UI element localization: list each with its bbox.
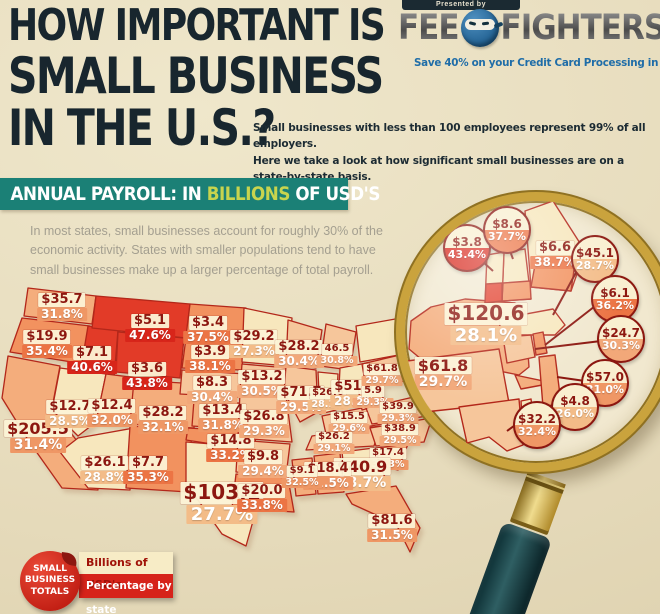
magnifier-labels: $120.6 28.1% $6.6 38.7% $61.8 29.7% $3.8 43.4% $… — [405, 201, 660, 463]
magnifier-lens: $120.6 28.1% $6.6 38.7% $61.8 29.7% $3.8 43.4% $… — [405, 201, 660, 463]
legend-percentage-label: Percentage by state — [79, 574, 173, 614]
ninja-eye-right — [481, 21, 489, 26]
state-value: $61.8 — [414, 357, 472, 374]
logo-text-fee: FEE — [398, 7, 460, 49]
feefighters-logo[interactable]: FEE FIGHTERS — [398, 7, 660, 49]
bubble-percent: 37.7% — [487, 229, 527, 243]
state-shape-AL — [313, 452, 345, 495]
mag-shape-long-island — [514, 374, 554, 390]
small-business-totals-badge: SMALL BUSINESS TOTALS — [20, 551, 80, 611]
state-label-NY: $120.6 28.1% — [444, 302, 528, 345]
bubble-value: $24.7 — [602, 325, 640, 340]
title-line-2: SMALL BUSINESS — [8, 47, 384, 105]
state-value: $120.6 — [444, 302, 528, 325]
bubble-value: $32.2 — [518, 411, 556, 426]
banner-part1: ANNUAL PAYROLL: IN — [10, 183, 207, 205]
mag-shape-MD — [458, 398, 524, 452]
state-shape-LA — [231, 473, 295, 513]
state-percent: 38.7% — [530, 256, 580, 269]
intro-paragraph: In most states, small businesses account… — [30, 224, 383, 277]
page-title: HOW IMPORTANT IS SMALL BUSINESS IN THE U… — [8, 0, 467, 157]
ninja-eye-left — [468, 21, 476, 26]
state-shape-NM — [125, 425, 193, 493]
bubble-value: $45.1 — [576, 245, 614, 260]
bubble-value: $57.0 — [586, 369, 624, 384]
state-shape-AR — [235, 439, 291, 477]
state-shape-MO — [237, 391, 293, 443]
mag-shape-VT-band — [484, 282, 503, 304]
bubble-percent: 31.0% — [585, 382, 625, 396]
bubble-value: $6.1 — [600, 285, 630, 300]
state-shape-IN — [317, 371, 339, 415]
bubble-percent: 30.3% — [601, 338, 641, 352]
magnifier-bubble-MD: $32.2 32.4% — [513, 401, 561, 449]
logo-text-fighters: FIGHTERS — [501, 8, 660, 48]
state-label-ME: $6.6 38.7% — [530, 240, 580, 269]
state-percent: 29.7% — [414, 375, 472, 391]
magnifier-bubble-CT: $24.7 30.3% — [597, 315, 645, 363]
state-label-PA: $61.8 29.7% — [414, 357, 472, 391]
state-value: $6.6 — [535, 240, 575, 256]
title-line-3: IN THE U.S.? — [8, 99, 276, 157]
ninja-eye-band — [464, 19, 495, 30]
state-shape-IA — [239, 363, 289, 395]
state-shape-SD — [181, 337, 245, 371]
banner-highlight: BILLIONS — [206, 183, 291, 205]
state-shape-FL — [345, 485, 421, 553]
section-banner-text: ANNUAL PAYROLL: IN BILLIONS OF USD'S — [0, 183, 381, 205]
ninja-icon — [460, 9, 503, 47]
legend-box: Billions of USD's Percentage by state — [79, 552, 173, 614]
bubble-percent: 36.2% — [595, 298, 635, 312]
leader-NJ — [556, 376, 586, 382]
brand-tagline: Save 40% on your Credit Card Processing … — [414, 56, 660, 69]
handle-ferrule — [509, 470, 566, 536]
state-shape-OR — [9, 317, 91, 365]
section-banner: ANNUAL PAYROLL: IN BILLIONS OF USD'S — [0, 178, 380, 210]
banner-part2: OF USD'S — [289, 183, 380, 205]
magnifier-bubble-NH: $8.6 37.7% — [483, 206, 531, 254]
title-line-1: HOW IMPORTANT IS — [8, 0, 386, 51]
presented-by-ribbon: Presented by — [402, 0, 520, 10]
state-shape-ND — [185, 303, 247, 339]
state-shape-MN — [241, 307, 293, 367]
state-shape-WY — [115, 331, 185, 379]
state-shape-WI — [285, 319, 323, 369]
legend-billions-label: Billions of USD's — [79, 552, 173, 591]
magnifying-glass: $120.6 28.1% $6.6 38.7% $61.8 29.7% $3.8 43.4% $… — [396, 192, 660, 472]
state-shape-IL — [283, 365, 319, 423]
bubble-value: $4.8 — [560, 393, 590, 408]
state-shape-MS — [291, 457, 317, 497]
handle-ridge — [526, 470, 566, 489]
bubble-percent: 26.0% — [555, 406, 595, 420]
state-shape-ID — [81, 325, 119, 379]
bubble-value: $8.6 — [492, 216, 522, 231]
state-shape-MI — [319, 323, 357, 371]
leader-CT — [534, 340, 602, 350]
leader-MA — [552, 266, 580, 316]
state-percent: 28.1% — [450, 325, 522, 345]
bubble-percent: 28.7% — [575, 258, 615, 272]
bubble-value: $3.8 — [452, 234, 482, 249]
bubble-percent: 43.4% — [447, 247, 487, 261]
bubble-percent: 32.4% — [517, 424, 557, 438]
intro-subtitle: Small businesses with less than 100 empl… — [253, 122, 646, 183]
state-shape-WA — [23, 287, 97, 325]
leader-RI — [544, 302, 600, 346]
